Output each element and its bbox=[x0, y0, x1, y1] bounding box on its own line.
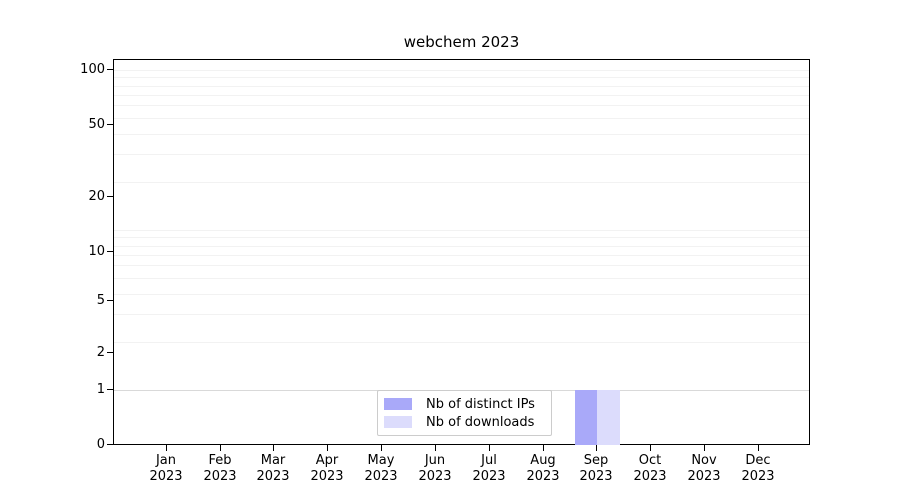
gridline bbox=[114, 278, 809, 280]
y-axis-tick-label: 1 bbox=[96, 382, 105, 397]
gridline bbox=[114, 77, 809, 79]
x-axis-tick-mark bbox=[220, 445, 222, 451]
x-axis-tick-mark bbox=[543, 445, 545, 451]
gridlines bbox=[114, 60, 809, 444]
legend-color-swatch bbox=[384, 416, 412, 428]
x-axis-tick-year: 2023 bbox=[687, 469, 721, 484]
bar[interactable] bbox=[574, 390, 597, 445]
gridline bbox=[114, 254, 809, 256]
x-axis-tick-year: 2023 bbox=[579, 469, 613, 484]
x-axis-tick-month: Feb bbox=[208, 453, 232, 468]
legend-item-label: Nb of distinct IPs bbox=[426, 396, 535, 412]
x-axis-tick-month: Jan bbox=[155, 453, 177, 468]
x-axis-tick-month: Jun bbox=[424, 453, 446, 468]
gridline bbox=[114, 181, 809, 183]
gridline bbox=[114, 245, 809, 247]
gridline bbox=[114, 265, 809, 267]
bar-series-container bbox=[114, 60, 809, 445]
x-axis-tick-month: Jul bbox=[481, 453, 497, 468]
x-axis-tick-mark bbox=[596, 445, 598, 451]
gridline bbox=[114, 237, 809, 239]
x-axis-tick-year: 2023 bbox=[203, 469, 237, 484]
y-axis-tick-label: 0 bbox=[96, 437, 105, 452]
x-axis-tick-month: Nov bbox=[691, 453, 717, 468]
x-axis-tick-year: 2023 bbox=[472, 469, 506, 484]
x-axis-tick-year: 2023 bbox=[364, 469, 398, 484]
bar[interactable] bbox=[597, 390, 620, 445]
legend-item[interactable]: Nb of downloads bbox=[384, 413, 545, 431]
x-axis-tick-label: Mar 2023 bbox=[233, 453, 313, 485]
x-axis-tick-label: Nov 2023 bbox=[664, 453, 744, 485]
x-axis-tick-mark bbox=[704, 445, 706, 451]
x-axis-tick-label: Jun 2023 bbox=[395, 453, 475, 485]
x-axis-tick-label: Apr 2023 bbox=[287, 453, 367, 485]
x-axis-tick-label: Feb 2023 bbox=[180, 453, 260, 485]
x-axis-tick-year: 2023 bbox=[526, 469, 560, 484]
x-axis-tick-year: 2023 bbox=[633, 469, 667, 484]
x-axis-tick-year: 2023 bbox=[418, 469, 452, 484]
x-axis-tick-label: May 2023 bbox=[341, 453, 421, 485]
gridline bbox=[114, 105, 809, 107]
x-axis-tick-label: Aug 2023 bbox=[503, 453, 583, 485]
gridline bbox=[114, 293, 809, 295]
gridline bbox=[114, 70, 809, 71]
x-axis-tick-label: Sep 2023 bbox=[556, 453, 636, 485]
y-axis-tick-label: 100 bbox=[80, 62, 105, 77]
legend-item[interactable]: Nb of distinct IPs bbox=[384, 395, 545, 413]
x-axis-tick-mark bbox=[273, 445, 275, 451]
x-axis-tick-month: May bbox=[367, 453, 395, 468]
y-axis-tick-mark bbox=[107, 444, 113, 446]
x-axis-tick-mark bbox=[381, 445, 383, 451]
x-axis-tick-mark bbox=[489, 445, 491, 451]
x-axis-tick-mark bbox=[327, 445, 329, 451]
x-axis-tick-mark bbox=[650, 445, 652, 451]
x-axis-tick-month: Apr bbox=[315, 453, 339, 468]
chart-title: webchem 2023 bbox=[403, 33, 520, 51]
chart-legend[interactable]: Nb of distinct IPs Nb of downloads bbox=[377, 390, 552, 436]
legend-item-label: Nb of downloads bbox=[426, 414, 535, 430]
gridline bbox=[114, 313, 809, 315]
gridline bbox=[114, 85, 809, 87]
y-axis-tick-mark bbox=[107, 352, 113, 354]
x-axis-tick-label: Jul 2023 bbox=[449, 453, 529, 485]
x-axis-tick-year: 2023 bbox=[310, 469, 344, 484]
y-axis-tick-mark bbox=[107, 196, 113, 198]
gridline bbox=[114, 94, 809, 96]
x-axis-tick-month: Oct bbox=[638, 453, 662, 468]
x-axis-tick-mark bbox=[166, 445, 168, 451]
y-axis-tick-mark bbox=[107, 124, 113, 126]
x-axis-tick-label: Oct 2023 bbox=[610, 453, 690, 485]
x-axis-tick-year: 2023 bbox=[256, 469, 290, 484]
y-axis-tick-label: 50 bbox=[88, 117, 105, 132]
y-axis-tick-label: 20 bbox=[88, 189, 105, 204]
x-axis-tick-month: Sep bbox=[583, 453, 609, 468]
gridline bbox=[114, 230, 809, 231]
y-axis-tick-mark bbox=[107, 69, 113, 71]
x-axis-tick-mark bbox=[435, 445, 437, 451]
gridline bbox=[114, 153, 809, 155]
x-axis-tick-mark bbox=[758, 445, 760, 451]
y-axis-tick-label: 5 bbox=[96, 293, 105, 308]
x-axis-tick-label: Jan 2023 bbox=[126, 453, 206, 485]
x-axis-tick-month: Aug bbox=[530, 453, 556, 468]
legend-color-swatch bbox=[384, 398, 412, 410]
y-axis-tick-mark bbox=[107, 389, 113, 391]
gridline bbox=[114, 341, 809, 343]
gridline bbox=[114, 118, 809, 120]
y-axis: 100 50 20 10 5 2 1 0 bbox=[0, 0, 105, 500]
x-axis-tick-label: Dec 2023 bbox=[718, 453, 798, 485]
x-axis-tick-month: Mar bbox=[260, 453, 286, 468]
y-axis-tick-mark bbox=[107, 251, 113, 253]
gridline bbox=[114, 133, 809, 135]
y-axis-tick-label: 2 bbox=[96, 345, 105, 360]
x-axis-tick-year: 2023 bbox=[149, 469, 183, 484]
y-axis-tick-label: 10 bbox=[88, 244, 105, 259]
x-axis-tick-year: 2023 bbox=[741, 469, 775, 484]
plot-area bbox=[113, 59, 810, 445]
y-axis-tick-mark bbox=[107, 300, 113, 302]
x-axis-tick-month: Dec bbox=[745, 453, 771, 468]
